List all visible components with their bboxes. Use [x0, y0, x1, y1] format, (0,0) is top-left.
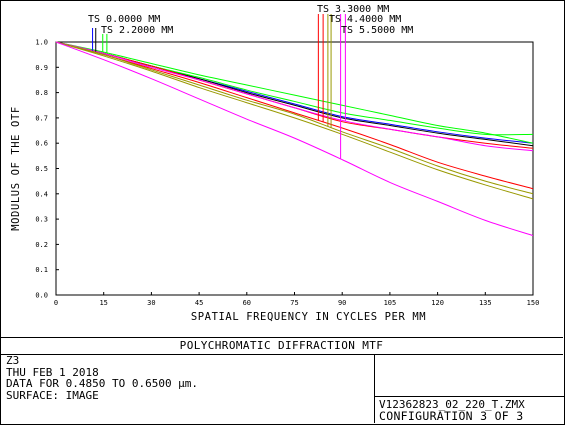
info-line-wavelength: DATA FOR 0.4850 TO 0.6500 µm. [6, 377, 199, 390]
y-tick-label: 0.1 [35, 266, 48, 274]
y-tick-label: 0.4 [35, 190, 48, 198]
x-tick-label: 75 [290, 299, 298, 307]
x-tick-label: 15 [99, 299, 107, 307]
chart-title-bar: POLYCHROMATIC DIFFRACTION MTF [0, 337, 563, 355]
x-tick-label: 45 [195, 299, 203, 307]
field-label: TS 4.4000 MM [329, 14, 401, 25]
field-label: TS 2.2000 MM [101, 25, 173, 36]
mtf-series-line [55, 41, 534, 237]
y-tick-label: 0.0 [35, 292, 48, 300]
mtf-series-line [55, 41, 534, 190]
file-name: V12362823_02_220_T.ZMX [379, 398, 525, 411]
field-label: TS 3.3000 MM [317, 4, 389, 15]
info-line-surface: SURFACE: IMAGE [6, 388, 99, 402]
x-tick-label: 30 [147, 299, 155, 307]
y-tick-label: 0.5 [35, 165, 48, 173]
x-tick-label: 135 [479, 299, 492, 307]
mtf-series-line [55, 41, 534, 200]
y-tick-label: 0.6 [35, 140, 48, 148]
chart-title: POLYCHROMATIC DIFFRACTION MTF [179, 339, 384, 352]
x-tick-label: 0 [54, 299, 58, 307]
x-tick-label: 60 [243, 299, 251, 307]
info-line-system: Z3 [6, 354, 20, 367]
y-axis-title: MODULUS OF THE OTF [10, 106, 22, 231]
field-label: TS 0.0000 MM [88, 14, 160, 25]
y-tick-label: 0.2 [35, 241, 48, 249]
y-tick-label: 0.3 [35, 216, 48, 224]
mtf-series-line [55, 41, 534, 195]
configuration-label: CONFIGURATION 3 OF 3 [379, 409, 524, 423]
panel-divider [375, 396, 564, 397]
mtf-series-line [55, 41, 534, 144]
y-tick-label: 1.0 [35, 39, 48, 47]
y-tick-label: 0.8 [35, 89, 48, 97]
info-line-date: THU FEB 1 2018 [6, 365, 99, 379]
x-axis-title: SPATIAL FREQUENCY IN CYCLES PER MM [191, 311, 426, 323]
mtf-series-line [55, 41, 534, 152]
mtf-series-line [55, 41, 534, 144]
plot-area [55, 41, 534, 296]
x-tick-label: 105 [384, 299, 397, 307]
x-tick-label: 150 [527, 299, 540, 307]
y-tick-label: 0.7 [35, 114, 48, 122]
x-tick-label: 90 [338, 299, 346, 307]
x-tick-label: 120 [431, 299, 444, 307]
y-tick-label: 0.9 [35, 64, 48, 72]
mtf-chart: 0 15 30 45 60 75 90 105 120 135 150 0.0 0.1 0.2 0.3 0.4… [10, 4, 540, 323]
file-info-panel: V12362823_02_220_T.ZMX CONFIGURATION 3 O… [374, 354, 564, 423]
field-label: TS 5.5000 MM [341, 25, 413, 36]
mtf-series-line [55, 41, 534, 136]
info-panel: Z3 THU FEB 1 2018 DATA FOR 0.4850 TO 0.6… [6, 355, 374, 401]
